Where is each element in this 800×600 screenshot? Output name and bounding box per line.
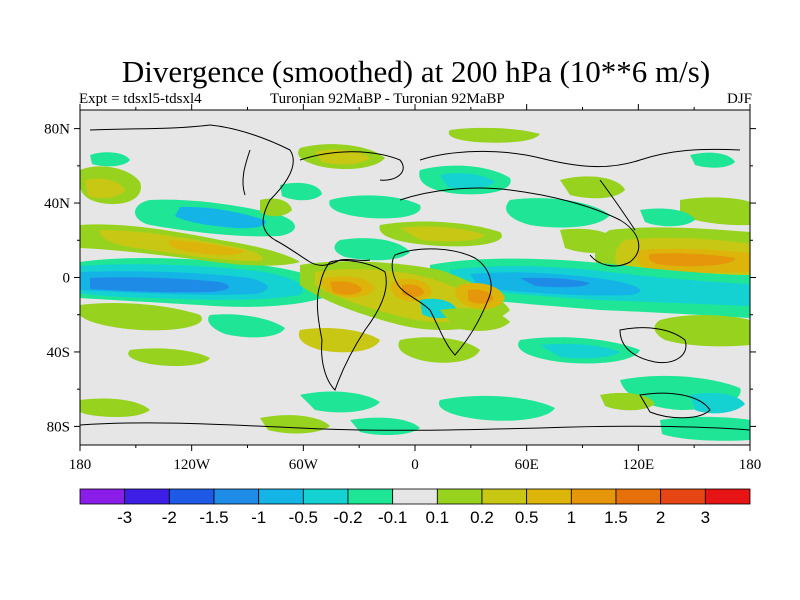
colorbar: -3 -2 -1.5 -1 -0.5 -0.2 -0.1 0.1 0.2 0.5 1 1.5 2 3 (79, 488, 751, 527)
divergence-field (80, 127, 750, 441)
y-tick-label: 40N (44, 196, 70, 212)
experiment-label: Expt = tdsxl5-tdsxl4 (79, 91, 202, 107)
field-blob (128, 348, 210, 366)
field-blob (654, 315, 750, 347)
colorbar-swatch (481, 488, 528, 505)
coastline (80, 422, 750, 431)
coastline (316, 259, 387, 391)
field-blob (398, 337, 480, 363)
colorbar-swatch (615, 488, 662, 505)
colorbar-swatch (213, 488, 260, 505)
plot-title: Divergence (smoothed) at 200 hPa (10**6 … (121, 54, 711, 89)
field-blob (520, 277, 590, 288)
colorbar-label: 0.5 (515, 508, 539, 527)
field-blob (168, 240, 245, 255)
field-blob (400, 226, 485, 242)
colorbar-label: 0.2 (470, 508, 494, 527)
field-blob (540, 343, 620, 359)
field-blob (690, 392, 745, 414)
field-blob (90, 277, 229, 293)
colorbar-label: 1 (567, 508, 576, 527)
field-blob (660, 416, 750, 441)
period-label: Turonian 92MaBP - Turonian 92MaBP (270, 91, 505, 107)
x-tick-label: 60W (289, 457, 319, 473)
coastline (399, 187, 640, 267)
coastlines (80, 124, 750, 431)
y-tick-label: 40S (47, 345, 70, 361)
field-blob (560, 176, 625, 199)
field-blob (85, 178, 125, 198)
longitude-axis: 180 120W 60W 0 60E 120E 180 (69, 104, 762, 473)
colorbar-swatch (392, 488, 438, 505)
field-blob (438, 395, 555, 421)
field-blob (680, 197, 750, 226)
coastline (242, 149, 251, 196)
coastline (89, 124, 211, 131)
field-blob (300, 391, 380, 413)
coastline (619, 327, 687, 364)
colorbar-swatch (526, 488, 572, 505)
x-tick-label: 120E (622, 457, 654, 473)
x-tick-label: 180 (69, 457, 92, 473)
colorbar-label: -1.5 (199, 508, 228, 527)
y-tick-label: 80N (44, 122, 70, 138)
colorbar-label: -0.5 (289, 508, 318, 527)
field-blob (175, 206, 266, 229)
coastline (391, 248, 492, 356)
field-blob (329, 195, 421, 219)
field-blob (334, 238, 410, 261)
colorbar-label: -0.2 (333, 508, 362, 527)
x-tick-label: 120W (173, 457, 211, 473)
latitude-axis: 80N 40N 0 40S 80S (44, 122, 756, 435)
field-blob (330, 281, 362, 295)
field-blob (90, 152, 130, 167)
coastline (639, 392, 711, 419)
field-blob (440, 173, 495, 189)
colorbar-swatch (124, 488, 170, 505)
x-tick-label: 180 (739, 457, 762, 473)
colorbar-swatch (347, 488, 394, 505)
colorbar-swatch (436, 488, 483, 505)
colorbar-label: 2 (656, 508, 665, 527)
colorbar-label: -3 (117, 508, 132, 527)
y-tick-label: 80S (47, 419, 70, 435)
x-tick-label: 60E (515, 457, 539, 473)
field-blob (440, 308, 510, 331)
colorbar-swatch (660, 488, 706, 505)
x-tick-label: 0 (411, 457, 419, 473)
season-label: DJF (726, 91, 752, 107)
field-blob (80, 398, 150, 418)
field-blob (280, 182, 322, 201)
colorbar-swatch (79, 488, 126, 505)
coastline (599, 179, 636, 231)
colorbar-swatch (258, 488, 304, 505)
colorbar-swatch (302, 488, 349, 505)
field-blob (208, 314, 285, 338)
colorbar-label: -0.1 (378, 508, 407, 527)
field-blob (648, 253, 735, 267)
field-blob (298, 328, 380, 353)
colorbar-label: -1 (251, 508, 266, 527)
colorbar-swatch (570, 488, 617, 505)
field-blob (560, 228, 620, 253)
field-blob (448, 127, 540, 143)
coastline (419, 148, 741, 168)
coastline (299, 151, 404, 181)
colorbar-swatch (168, 488, 215, 505)
colorbar-label: 0.1 (426, 508, 450, 527)
colorbar-label: -2 (162, 508, 177, 527)
colorbar-swatch (704, 488, 751, 505)
colorbar-label: 3 (701, 508, 710, 527)
field-blob (80, 303, 202, 331)
colorbar-label: 1.5 (604, 508, 628, 527)
field-blob (690, 152, 735, 168)
field-blob (640, 208, 695, 227)
y-tick-label: 0 (63, 271, 71, 287)
